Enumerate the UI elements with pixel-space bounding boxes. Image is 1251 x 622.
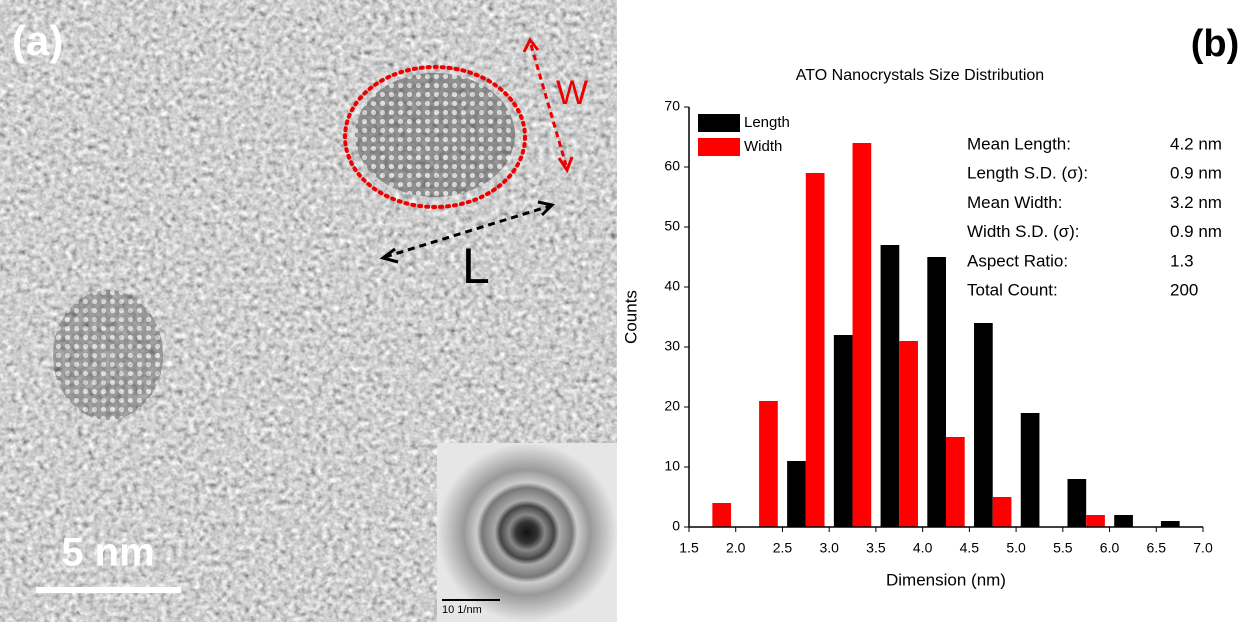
bar bbox=[787, 461, 806, 527]
y-tick-label: 0 bbox=[672, 518, 680, 534]
panel-label: (b) bbox=[1191, 23, 1240, 65]
inset-scale-label: 10 1/nm bbox=[442, 604, 482, 616]
legend-label: Width bbox=[744, 138, 782, 155]
bar bbox=[1114, 515, 1133, 527]
x-tick-label: 3.0 bbox=[819, 540, 839, 556]
y-tick-label: 70 bbox=[664, 98, 680, 114]
stat-value: 1.3 bbox=[1170, 251, 1194, 270]
bar bbox=[899, 341, 918, 527]
bar bbox=[1161, 521, 1180, 527]
y-axis-label: Counts bbox=[621, 290, 640, 344]
x-tick-label: 7.0 bbox=[1193, 540, 1213, 556]
w-label: W bbox=[556, 74, 588, 112]
bar bbox=[881, 245, 900, 527]
x-tick-label: 4.5 bbox=[960, 540, 980, 556]
stat-label: Mean Width: bbox=[967, 193, 1062, 212]
l-label: L bbox=[462, 238, 490, 294]
bar bbox=[974, 323, 993, 527]
stat-label: Mean Length: bbox=[967, 134, 1071, 153]
legend-label: Length bbox=[744, 114, 790, 131]
y-tick-label: 50 bbox=[664, 218, 680, 234]
panel-label: (a) bbox=[12, 17, 63, 64]
x-tick-label: 4.0 bbox=[913, 540, 933, 556]
nanocrystal bbox=[53, 290, 163, 420]
legend-swatch bbox=[698, 114, 740, 132]
x-tick-label: 2.5 bbox=[773, 540, 793, 556]
stat-value: 200 bbox=[1170, 280, 1198, 299]
stat-value: 3.2 nm bbox=[1170, 193, 1222, 212]
bar bbox=[1086, 515, 1105, 527]
bar bbox=[946, 437, 965, 527]
bar bbox=[927, 257, 946, 527]
stat-value: 0.9 nm bbox=[1170, 222, 1222, 241]
x-tick-label: 2.0 bbox=[726, 540, 746, 556]
bar bbox=[712, 503, 731, 527]
y-tick-label: 30 bbox=[664, 338, 680, 354]
stat-label: Total Count: bbox=[967, 280, 1058, 299]
stat-value: 0.9 nm bbox=[1170, 164, 1222, 183]
y-tick-label: 60 bbox=[664, 158, 680, 174]
x-tick-label: 1.5 bbox=[679, 540, 699, 556]
y-tick-label: 40 bbox=[664, 278, 680, 294]
y-tick-label: 20 bbox=[664, 398, 680, 414]
x-tick-label: 6.5 bbox=[1147, 540, 1167, 556]
bar bbox=[806, 173, 825, 527]
bar bbox=[1067, 479, 1086, 527]
nanocrystal bbox=[355, 73, 515, 197]
tem-panel: W L (a) 5 nm 10 1/nm bbox=[0, 0, 617, 622]
bar bbox=[1021, 413, 1040, 527]
bar bbox=[853, 143, 872, 527]
x-tick-label: 3.5 bbox=[866, 540, 886, 556]
saed-inset bbox=[437, 443, 617, 622]
figure: W L (a) 5 nm 10 1/nm ATO Nanocrystals Si… bbox=[0, 0, 1251, 622]
legend-swatch bbox=[698, 138, 740, 156]
x-tick-label: 6.0 bbox=[1100, 540, 1120, 556]
stat-label: Length S.D. (σ): bbox=[967, 164, 1088, 183]
bar bbox=[993, 497, 1012, 527]
bar bbox=[759, 401, 778, 527]
stat-label: Width S.D. (σ): bbox=[967, 222, 1080, 241]
x-tick-label: 5.0 bbox=[1006, 540, 1026, 556]
scale-label: 5 nm bbox=[61, 531, 154, 575]
x-tick-label: 5.5 bbox=[1053, 540, 1073, 556]
scale-bar bbox=[36, 587, 181, 593]
chart-title: ATO Nanocrystals Size Distribution bbox=[796, 67, 1044, 84]
x-axis-label: Dimension (nm) bbox=[886, 570, 1006, 589]
stat-value: 4.2 nm bbox=[1170, 134, 1222, 153]
stat-label: Aspect Ratio: bbox=[967, 251, 1068, 270]
y-tick-label: 10 bbox=[664, 458, 680, 474]
bar bbox=[834, 335, 853, 527]
